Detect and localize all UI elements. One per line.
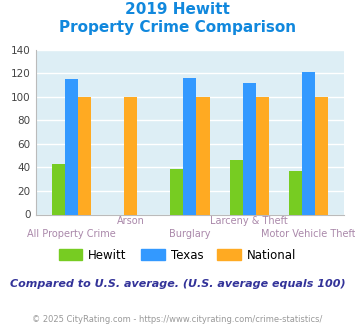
Text: Larceny & Theft: Larceny & Theft: [211, 216, 288, 226]
Text: 2019 Hewitt: 2019 Hewitt: [125, 2, 230, 16]
Bar: [243, 82, 256, 214]
Bar: [51, 164, 65, 214]
Text: Property Crime Comparison: Property Crime Comparison: [59, 20, 296, 35]
Bar: [196, 97, 209, 214]
Bar: [170, 169, 184, 214]
Text: Burglary: Burglary: [169, 229, 211, 239]
Bar: [65, 79, 78, 214]
Text: All Property Crime: All Property Crime: [27, 229, 115, 239]
Text: Compared to U.S. average. (U.S. average equals 100): Compared to U.S. average. (U.S. average …: [10, 279, 345, 289]
Bar: [302, 72, 315, 215]
Bar: [256, 97, 269, 214]
Bar: [289, 171, 302, 214]
Text: © 2025 CityRating.com - https://www.cityrating.com/crime-statistics/: © 2025 CityRating.com - https://www.city…: [32, 315, 323, 324]
Bar: [184, 78, 196, 214]
Bar: [78, 97, 91, 214]
Text: Arson: Arson: [116, 216, 144, 226]
Bar: [230, 160, 243, 214]
Bar: [315, 97, 328, 214]
Text: Motor Vehicle Theft: Motor Vehicle Theft: [261, 229, 355, 239]
Bar: [124, 97, 137, 214]
Legend: Hewitt, Texas, National: Hewitt, Texas, National: [55, 245, 300, 265]
